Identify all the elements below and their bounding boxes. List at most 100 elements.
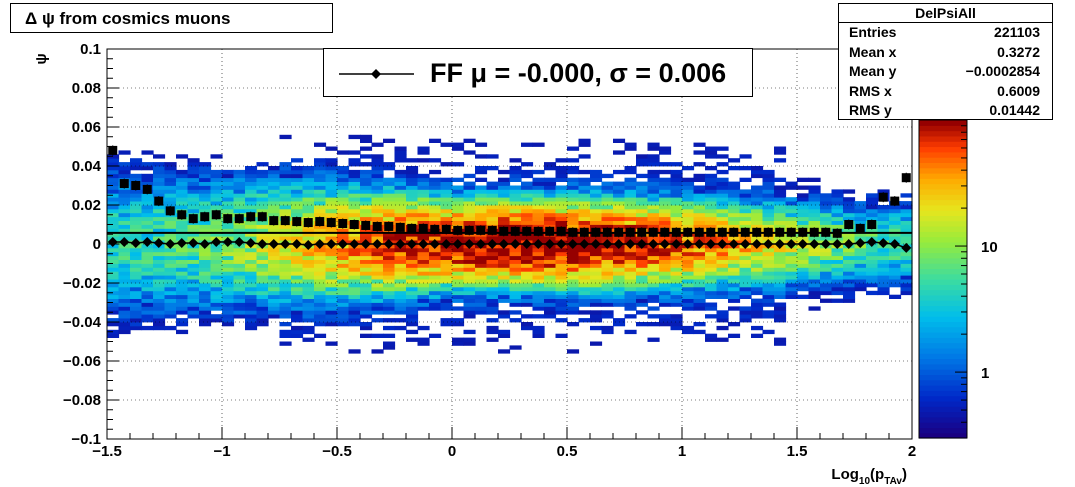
mu-point [475, 239, 486, 249]
sigma-point [717, 227, 727, 237]
palette-cell [919, 257, 967, 264]
mu-point [349, 239, 360, 249]
mu-point [820, 239, 831, 249]
mu-point [855, 238, 866, 249]
palette-cell [919, 379, 967, 386]
sigma-point [878, 192, 888, 202]
y-tick-label: 0.1 [80, 41, 101, 58]
mu-point [153, 238, 164, 249]
palette-cell [919, 141, 967, 148]
color-palette: 1 10 [918, 119, 998, 439]
mu-point [579, 239, 590, 249]
x-tick-label: −0.5 [322, 443, 352, 460]
stats-label: Mean y [849, 63, 897, 79]
sigma-point [476, 225, 486, 235]
palette-cell [919, 194, 967, 201]
mu-point [797, 239, 808, 249]
stats-row: RMS y 0.01442 [839, 101, 1052, 121]
palette-tick-label: 1 [981, 365, 989, 382]
palette-cell [919, 151, 967, 158]
mu-point [268, 239, 279, 249]
palette-cell [919, 279, 967, 285]
mu-point [406, 239, 417, 249]
y-axis: −0.1 −0.08 −0.06 −0.04 −0.02 0 0.02 0.04 0.06 0.0… [63, 41, 119, 448]
sigma-point [763, 227, 773, 237]
y-tick-label: −0.02 [63, 275, 101, 292]
y-tick-label: −0.06 [63, 353, 101, 370]
legend-marker-icon [339, 69, 414, 79]
palette-cell [919, 316, 967, 322]
mu-point [556, 239, 567, 249]
sigma-point [533, 226, 543, 236]
mu-point [878, 238, 889, 249]
sigma-point [809, 227, 819, 237]
sigma-point [257, 212, 267, 222]
mu-point [671, 239, 682, 249]
mu-point [510, 239, 521, 249]
mu-point [717, 239, 728, 249]
palette-cell [919, 167, 967, 174]
palette-cell [919, 342, 967, 349]
palette-cell [919, 300, 967, 307]
palette-cell [919, 321, 967, 328]
mu-point [590, 239, 601, 249]
palette-cell [919, 369, 967, 375]
x-tick-label: 2 [908, 443, 916, 460]
mu-point [498, 239, 509, 249]
mu-point [418, 239, 429, 249]
mu-point [119, 237, 130, 248]
palette-cell [919, 347, 967, 354]
mu-point [740, 239, 751, 249]
grid-lines [107, 49, 912, 439]
sigma-point [453, 225, 463, 235]
mu-point [763, 239, 774, 249]
sigma-point [499, 226, 509, 236]
mu-point [625, 239, 636, 249]
sigma-point [568, 227, 578, 237]
stats-label: RMS x [849, 82, 892, 99]
mu-point [521, 239, 532, 249]
mu-point [648, 239, 659, 249]
sigma-point [821, 227, 831, 237]
mu-point [360, 239, 371, 249]
mu-point [809, 239, 820, 249]
sigma-point [510, 226, 520, 236]
palette-cell [919, 353, 967, 360]
stats-row: RMS x 0.6009 [839, 82, 1052, 102]
palette-cell [919, 162, 967, 169]
sigma-point [361, 220, 371, 230]
legend-entry: FF μ = -0.000, σ = 0.006 [430, 58, 727, 88]
palette-cell [919, 204, 967, 211]
mu-point [889, 239, 900, 249]
palette-cell [919, 363, 967, 370]
stats-value: 221103 [994, 24, 1040, 40]
sigma-point [142, 184, 152, 194]
palette-cell [919, 310, 967, 317]
sigma-point [660, 227, 670, 237]
palette-cell [919, 231, 967, 238]
x-tick-label: 0.5 [557, 443, 578, 460]
mu-point [176, 238, 187, 249]
sigma-point [901, 173, 911, 183]
palette-cell [919, 411, 967, 418]
sigma-point [441, 224, 451, 234]
sigma-point [177, 210, 187, 220]
sigma-point [579, 227, 589, 237]
sigma-point [384, 221, 394, 231]
mu-point [705, 239, 716, 249]
mu-point [866, 237, 877, 248]
palette-cell [919, 385, 967, 391]
mu-point [199, 239, 210, 249]
palette-cell [919, 226, 967, 232]
mu-point [774, 239, 785, 249]
sigma-point [648, 227, 658, 237]
mu-point [533, 239, 544, 249]
palette-cell [919, 236, 967, 243]
sigma-point [165, 206, 175, 216]
mu-point [107, 237, 118, 248]
mu-point [567, 239, 578, 249]
sigma-point [280, 216, 290, 226]
x-axis: −1.5 −1 −0.5 0 0.5 1 1.5 2 [92, 427, 916, 460]
palette-cell [919, 252, 967, 259]
